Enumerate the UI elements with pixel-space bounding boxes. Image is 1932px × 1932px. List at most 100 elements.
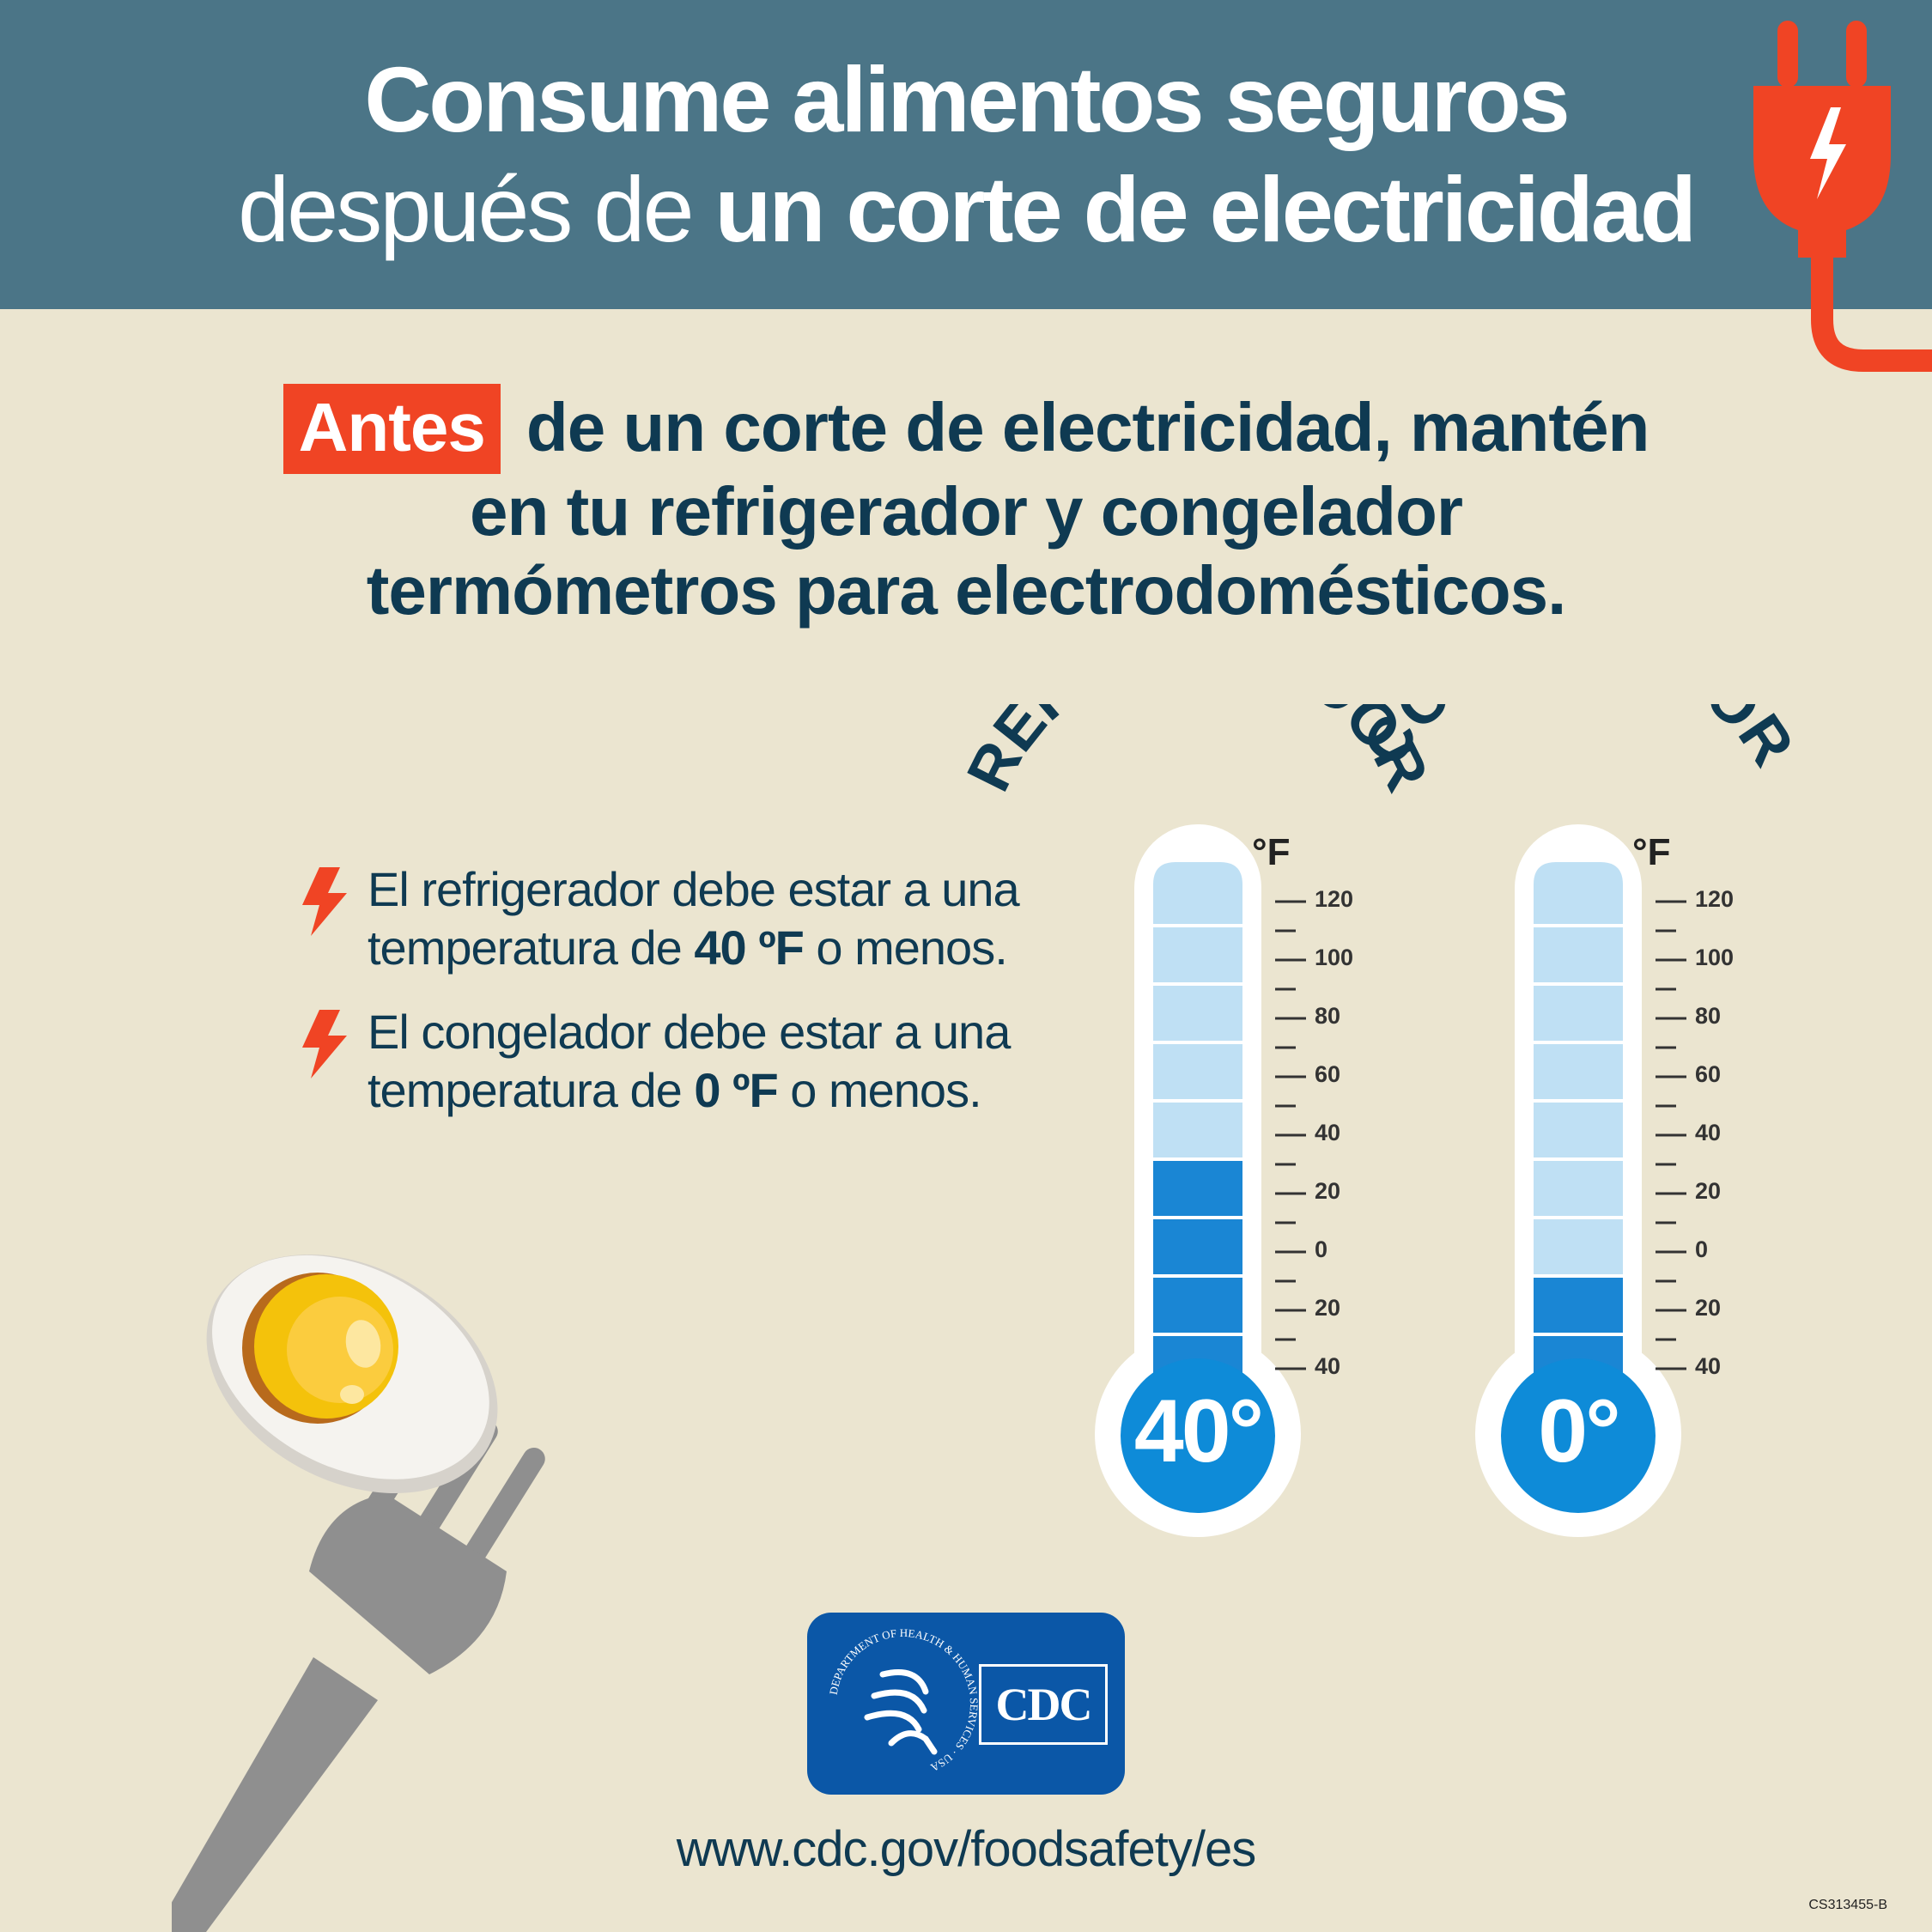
major-tick bbox=[1275, 900, 1306, 903]
bullet-line2: temperatura de 40 ºF o menos. bbox=[368, 919, 1054, 977]
minor-tick bbox=[1275, 987, 1296, 991]
major-tick bbox=[1656, 1017, 1686, 1020]
thermometer-dividers bbox=[1534, 924, 1623, 1336]
scale-label: 80 bbox=[1315, 1003, 1341, 1029]
minor-tick bbox=[1275, 1046, 1296, 1049]
thermometer-divider bbox=[1153, 982, 1242, 986]
scale-ticks bbox=[1275, 900, 1306, 1370]
thermometer-body bbox=[1475, 824, 1686, 1537]
minor-tick bbox=[1275, 929, 1296, 933]
major-tick bbox=[1656, 1309, 1686, 1312]
thermometer-divider bbox=[1153, 1041, 1242, 1044]
minor-tick bbox=[1275, 1163, 1296, 1166]
major-tick bbox=[1275, 958, 1306, 962]
bullet-temp: 40 ºF bbox=[694, 920, 805, 975]
scale-label: 100 bbox=[1315, 945, 1354, 970]
hhs-cdc-logo: DEPARTMENT OF HEALTH & HUMAN SERVICES · … bbox=[807, 1613, 1125, 1795]
thermometer-divider bbox=[1534, 1333, 1623, 1336]
scale-label: 20 bbox=[1695, 1178, 1722, 1204]
minor-tick bbox=[1275, 1104, 1296, 1108]
title-line1: Consume alimentos seguros bbox=[364, 47, 1570, 151]
title-line2-light: después de bbox=[238, 157, 715, 261]
major-tick bbox=[1275, 1133, 1306, 1137]
major-tick bbox=[1275, 1309, 1306, 1312]
cdc-wordmark: CDC bbox=[979, 1664, 1108, 1745]
bullet-line2-pre: temperatura de bbox=[368, 1063, 695, 1117]
thermometer-divider bbox=[1534, 924, 1623, 927]
title-line2-bold: un corte de electricidad bbox=[714, 157, 1697, 261]
thermometer-reading: 40° bbox=[1133, 1382, 1264, 1481]
thermometer-divider bbox=[1153, 924, 1242, 927]
thermometer-label: REFRIGERADOR bbox=[957, 704, 1438, 801]
scale-label: 100 bbox=[1695, 945, 1735, 970]
svg-text:DEPARTMENT OF HEALTH & HUMAN S: DEPARTMENT OF HEALTH & HUMAN SERVICES · … bbox=[827, 1626, 981, 1775]
minor-tick bbox=[1275, 1279, 1296, 1283]
thermometer-divider bbox=[1153, 1333, 1242, 1336]
minor-tick bbox=[1656, 1104, 1676, 1108]
footer-url[interactable]: www.cdc.gov/foodsafety/es bbox=[676, 1821, 1257, 1877]
thermometer-label-text: CONGELADOR bbox=[1350, 704, 1807, 778]
major-tick bbox=[1275, 1250, 1306, 1254]
thermometer-label: CONGELADOR bbox=[1350, 704, 1807, 778]
scale-label: 20 bbox=[1315, 1295, 1341, 1321]
title-line2: después de un corte de electricidad bbox=[0, 163, 1932, 256]
minor-tick bbox=[1656, 929, 1676, 933]
minor-tick bbox=[1656, 1279, 1676, 1283]
bullet-line1: El congelador debe estar a una bbox=[368, 1005, 1011, 1059]
thermometer-divider bbox=[1534, 982, 1623, 986]
subtitle-line2: en tu refrigerador y congelador bbox=[470, 473, 1463, 550]
bullet-refrigerator: El refrigerador debe estar a una tempera… bbox=[302, 860, 1020, 981]
major-tick bbox=[1275, 1075, 1306, 1078]
header-banner bbox=[0, 0, 1932, 309]
major-tick bbox=[1656, 900, 1686, 903]
major-tick bbox=[1656, 1250, 1686, 1254]
major-tick bbox=[1275, 1192, 1306, 1195]
thermometer-divider bbox=[1153, 1099, 1242, 1103]
thermometer-body bbox=[1095, 824, 1306, 1537]
antes-highlight: Antes bbox=[283, 384, 501, 474]
minor-tick bbox=[1656, 987, 1676, 991]
document-code: CS313455-B bbox=[1808, 1898, 1887, 1912]
unit-label: °F bbox=[1252, 831, 1291, 873]
egg-on-fork-icon bbox=[172, 1254, 545, 1932]
scale-label: 120 bbox=[1315, 886, 1354, 912]
scale-label: 60 bbox=[1315, 1061, 1341, 1087]
lightning-bolt-icon bbox=[302, 867, 347, 936]
plug-lightning-icon bbox=[1753, 21, 1932, 372]
minor-tick bbox=[1656, 1221, 1676, 1224]
thermometer-divider bbox=[1534, 1041, 1623, 1044]
scale-label: 40 bbox=[1315, 1353, 1341, 1379]
lightning-bolt-icon bbox=[302, 1010, 347, 1078]
major-tick bbox=[1275, 1367, 1306, 1370]
thermometer-freezer: CONGELADOR °F 120 100 80 60 40 20 0 20 40 0° bbox=[1338, 704, 1819, 1563]
thermometer-divider bbox=[1534, 1099, 1623, 1103]
bullet-temp: 0 ºF bbox=[694, 1063, 778, 1117]
scale-label: 0 bbox=[1695, 1236, 1709, 1262]
subtitle-line3: termómetros para electrodomésticos. bbox=[366, 552, 1567, 629]
thermometer-divider bbox=[1153, 1216, 1242, 1219]
major-tick bbox=[1275, 1017, 1306, 1020]
bullet-line2-post: o menos. bbox=[803, 920, 1007, 975]
scale-label: 40 bbox=[1695, 1120, 1722, 1145]
minor-tick bbox=[1656, 1338, 1676, 1341]
thermometer-divider bbox=[1153, 1274, 1242, 1278]
bullet-freezer: El congelador debe estar a una temperatu… bbox=[302, 1003, 1011, 1123]
major-tick bbox=[1656, 1367, 1686, 1370]
major-tick bbox=[1656, 1192, 1686, 1195]
bullet-line2-pre: temperatura de bbox=[368, 920, 695, 975]
thermometer-divider bbox=[1534, 1274, 1623, 1278]
scale-label: 40 bbox=[1695, 1353, 1722, 1379]
thermometer-divider bbox=[1534, 1216, 1623, 1219]
major-tick bbox=[1656, 1075, 1686, 1078]
minor-tick bbox=[1275, 1221, 1296, 1224]
scale-label: 80 bbox=[1695, 1003, 1722, 1029]
hhs-eagle-icon: DEPARTMENT OF HEALTH & HUMAN SERVICES · … bbox=[827, 1626, 981, 1775]
major-tick bbox=[1656, 958, 1686, 962]
scale-label: 40 bbox=[1315, 1120, 1341, 1145]
bullet-line2-post: o menos. bbox=[777, 1063, 981, 1117]
scale-label: 0 bbox=[1315, 1236, 1328, 1262]
major-tick bbox=[1656, 1133, 1686, 1137]
bullet-line2: temperatura de 0 ºF o menos. bbox=[368, 1061, 1054, 1120]
scale-ticks bbox=[1656, 900, 1686, 1370]
